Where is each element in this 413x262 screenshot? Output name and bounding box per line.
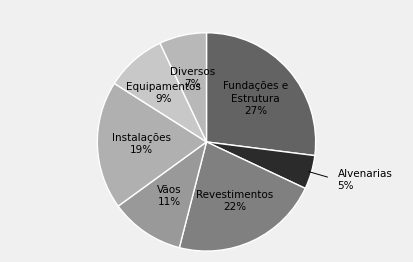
Text: Fundações e
Estrutura
27%: Fundações e Estrutura 27% <box>223 81 288 116</box>
Text: Equipamentos
9%: Equipamentos 9% <box>126 81 201 104</box>
Wedge shape <box>97 83 206 206</box>
Text: Diversos
7%: Diversos 7% <box>170 67 215 89</box>
Text: Vãos
11%: Vãos 11% <box>157 185 182 207</box>
Wedge shape <box>160 33 206 142</box>
Wedge shape <box>118 142 206 248</box>
Text: Instalações
19%: Instalações 19% <box>112 133 171 155</box>
Wedge shape <box>179 142 305 251</box>
Wedge shape <box>206 142 315 188</box>
Wedge shape <box>206 33 316 156</box>
Text: Alvenarias
5%: Alvenarias 5% <box>337 169 392 191</box>
Text: Revestimentos
22%: Revestimentos 22% <box>196 190 273 212</box>
Wedge shape <box>114 43 206 142</box>
